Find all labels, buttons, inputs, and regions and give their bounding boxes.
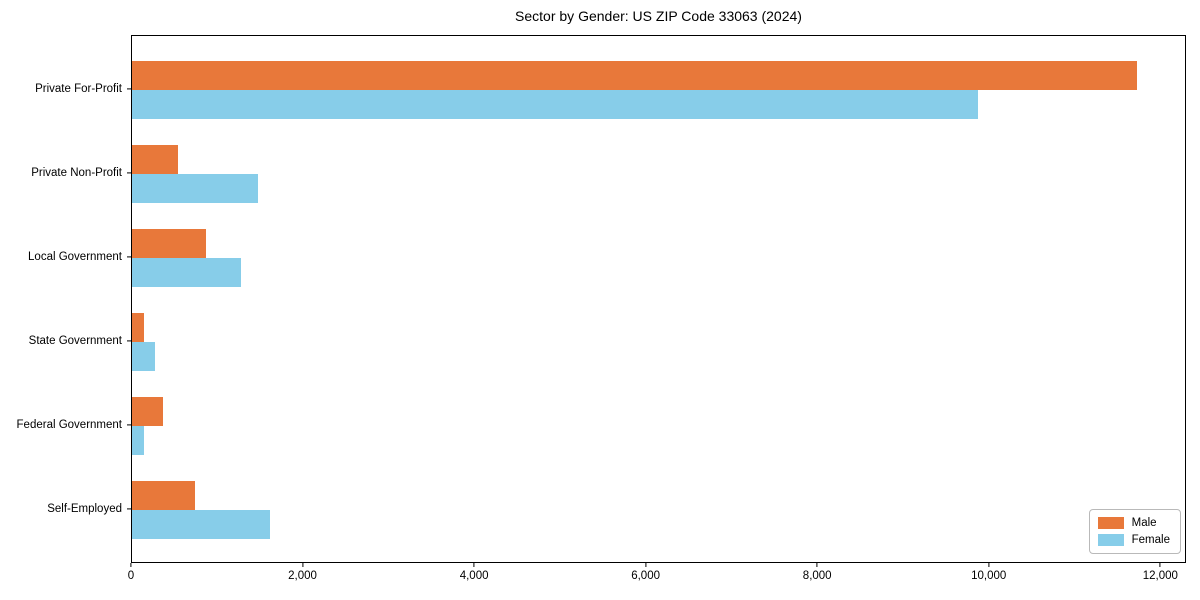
bar-male-state-government <box>132 313 145 342</box>
bar-female-local-government <box>132 258 241 287</box>
bar-female-state-government <box>132 342 155 371</box>
y-tick-mark <box>127 424 131 426</box>
x-tick-mark <box>988 563 990 567</box>
bar-female-private-non-profit <box>132 174 258 203</box>
y-tick-label-federal-government: Federal Government <box>16 419 122 431</box>
x-tick-label-8-000: 8,000 <box>802 570 832 582</box>
plot-area <box>131 35 1186 563</box>
y-tick-label-self-employed: Self-Employed <box>47 503 122 515</box>
x-tick-label-12-000: 12,000 <box>1142 570 1178 582</box>
x-tick-label-2-000: 2,000 <box>288 570 317 582</box>
female-series-swatch <box>1097 534 1124 546</box>
x-tick-mark <box>816 563 818 567</box>
x-tick-mark <box>1159 563 1161 567</box>
legend-label-female: Female <box>1131 534 1170 546</box>
y-tick-mark <box>127 172 131 174</box>
x-tick-mark <box>645 563 647 567</box>
bar-male-federal-government <box>132 397 164 426</box>
x-tick-label-4-000: 4,000 <box>459 570 489 582</box>
legend-label-male: Male <box>1131 517 1157 529</box>
y-tick-mark <box>127 256 131 258</box>
y-tick-mark <box>127 340 131 342</box>
bar-male-private-non-profit <box>132 145 178 174</box>
x-tick-label-0: 0 <box>127 570 135 582</box>
bar-male-private-for-profit <box>132 61 1137 90</box>
bar-female-self-employed <box>132 510 271 539</box>
x-tick-label-10-000: 10,000 <box>971 570 1007 582</box>
bar-male-self-employed <box>132 481 195 510</box>
legend-item-female: Female <box>1097 534 1170 546</box>
x-tick-mark <box>301 563 304 567</box>
y-tick-label-private-non-profit: Private Non-Profit <box>31 167 122 179</box>
bar-female-private-for-profit <box>132 90 978 119</box>
legend-item-male: Male <box>1097 517 1170 529</box>
y-tick-mark <box>127 508 131 510</box>
x-tick-mark <box>130 563 132 567</box>
y-tick-label-state-government: State Government <box>28 335 122 347</box>
bar-male-local-government <box>132 229 207 258</box>
x-tick-mark <box>473 563 475 567</box>
bar-female-federal-government <box>132 426 144 455</box>
male-series-swatch <box>1097 517 1124 529</box>
y-tick-label-private-for-profit: Private For-Profit <box>35 83 122 95</box>
legend: Male Female <box>1088 509 1181 554</box>
x-tick-label-6-000: 6,000 <box>631 570 660 582</box>
y-tick-label-local-government: Local Government <box>28 251 122 263</box>
chart-title: Sector by Gender: US ZIP Code 33063 (202… <box>515 8 802 24</box>
y-tick-mark <box>127 88 131 90</box>
